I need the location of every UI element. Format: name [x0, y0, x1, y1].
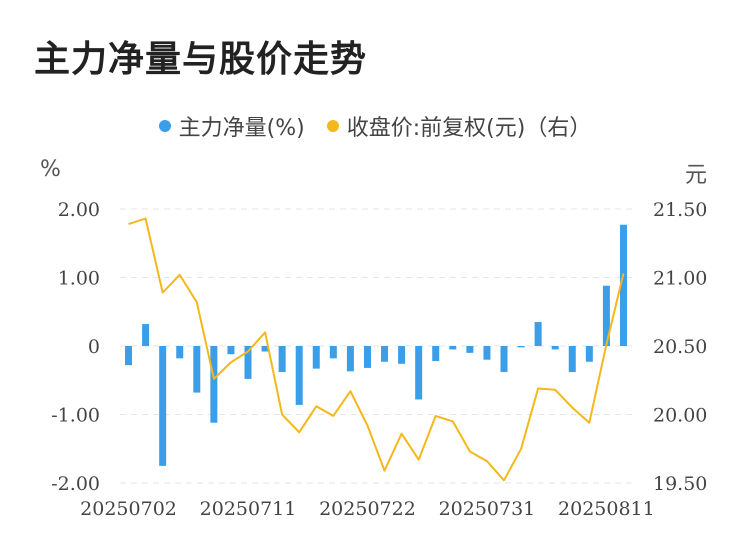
bar[interactable] [346, 346, 354, 372]
bar[interactable] [312, 346, 320, 369]
chart-title: 主力净量与股价走势 [34, 39, 368, 80]
bar[interactable] [278, 346, 286, 373]
bar[interactable] [210, 346, 218, 423]
left-axis-unit: % [40, 157, 61, 182]
bar[interactable] [381, 346, 389, 362]
x-tick-label: 20250722 [319, 498, 416, 520]
y-right-tick-label: 19.50 [653, 473, 707, 495]
bar-series [125, 224, 627, 466]
bar[interactable] [176, 346, 184, 359]
legend-bar-label: 主力净量(%) [178, 116, 305, 141]
bar[interactable] [534, 322, 542, 346]
bar[interactable] [551, 346, 559, 350]
bar[interactable] [159, 346, 167, 466]
bar[interactable] [227, 346, 235, 355]
axis-labels: 2.00 1.00 0 -1.00 -2.00 21.50 21.00 20.50 20.00 1… [51, 199, 707, 520]
bar[interactable] [295, 346, 303, 405]
bar[interactable] [261, 346, 269, 352]
grid-lines [120, 208, 632, 484]
bar[interactable] [329, 346, 337, 359]
bar[interactable] [568, 346, 576, 373]
y-left-tick-label: -2.00 [51, 473, 100, 495]
x-tick-label: 20250811 [558, 498, 655, 520]
bar[interactable] [602, 285, 610, 346]
legend-bar-marker [158, 120, 171, 132]
bar[interactable] [466, 346, 474, 353]
bar[interactable] [585, 346, 593, 362]
y-left-tick-label: 2.00 [58, 199, 100, 221]
legend-item-line[interactable]: 收盘价:前复权(元)（右） [326, 110, 592, 142]
bar[interactable] [244, 346, 252, 379]
bar[interactable] [125, 346, 133, 366]
x-tick-label: 20250711 [200, 498, 297, 520]
x-tick-label: 20250702 [80, 498, 177, 520]
bar[interactable] [398, 346, 406, 364]
bar[interactable] [619, 224, 627, 346]
bar[interactable] [363, 346, 371, 368]
bar[interactable] [483, 346, 491, 360]
y-left-tick-label: 1.00 [58, 268, 100, 290]
price-line[interactable] [128, 217, 625, 482]
y-left-tick-label: -1.00 [51, 405, 100, 427]
bar[interactable] [415, 346, 423, 400]
bar[interactable] [432, 346, 440, 362]
bar[interactable] [142, 324, 150, 346]
x-tick-label: 20250731 [439, 498, 536, 520]
bar[interactable] [500, 346, 508, 373]
legend-item-bar[interactable]: 主力净量(%) [158, 110, 305, 142]
y-right-tick-label: 21.50 [653, 199, 707, 221]
y-right-tick-label: 21.00 [653, 268, 707, 290]
right-axis-unit: 元 [685, 163, 708, 188]
y-right-tick-label: 20.50 [653, 336, 707, 358]
legend-line-marker [326, 120, 339, 132]
bar[interactable] [193, 346, 201, 393]
legend: 主力净量(%) 收盘价:前复权(元)（右） [0, 110, 750, 142]
legend-line-label: 收盘价:前复权(元)（右） [346, 116, 592, 141]
line-series [128, 217, 625, 482]
bar[interactable] [449, 346, 457, 350]
bar[interactable] [517, 346, 525, 348]
y-right-tick-label: 20.00 [653, 405, 707, 427]
y-left-tick-label: 0 [88, 336, 100, 358]
